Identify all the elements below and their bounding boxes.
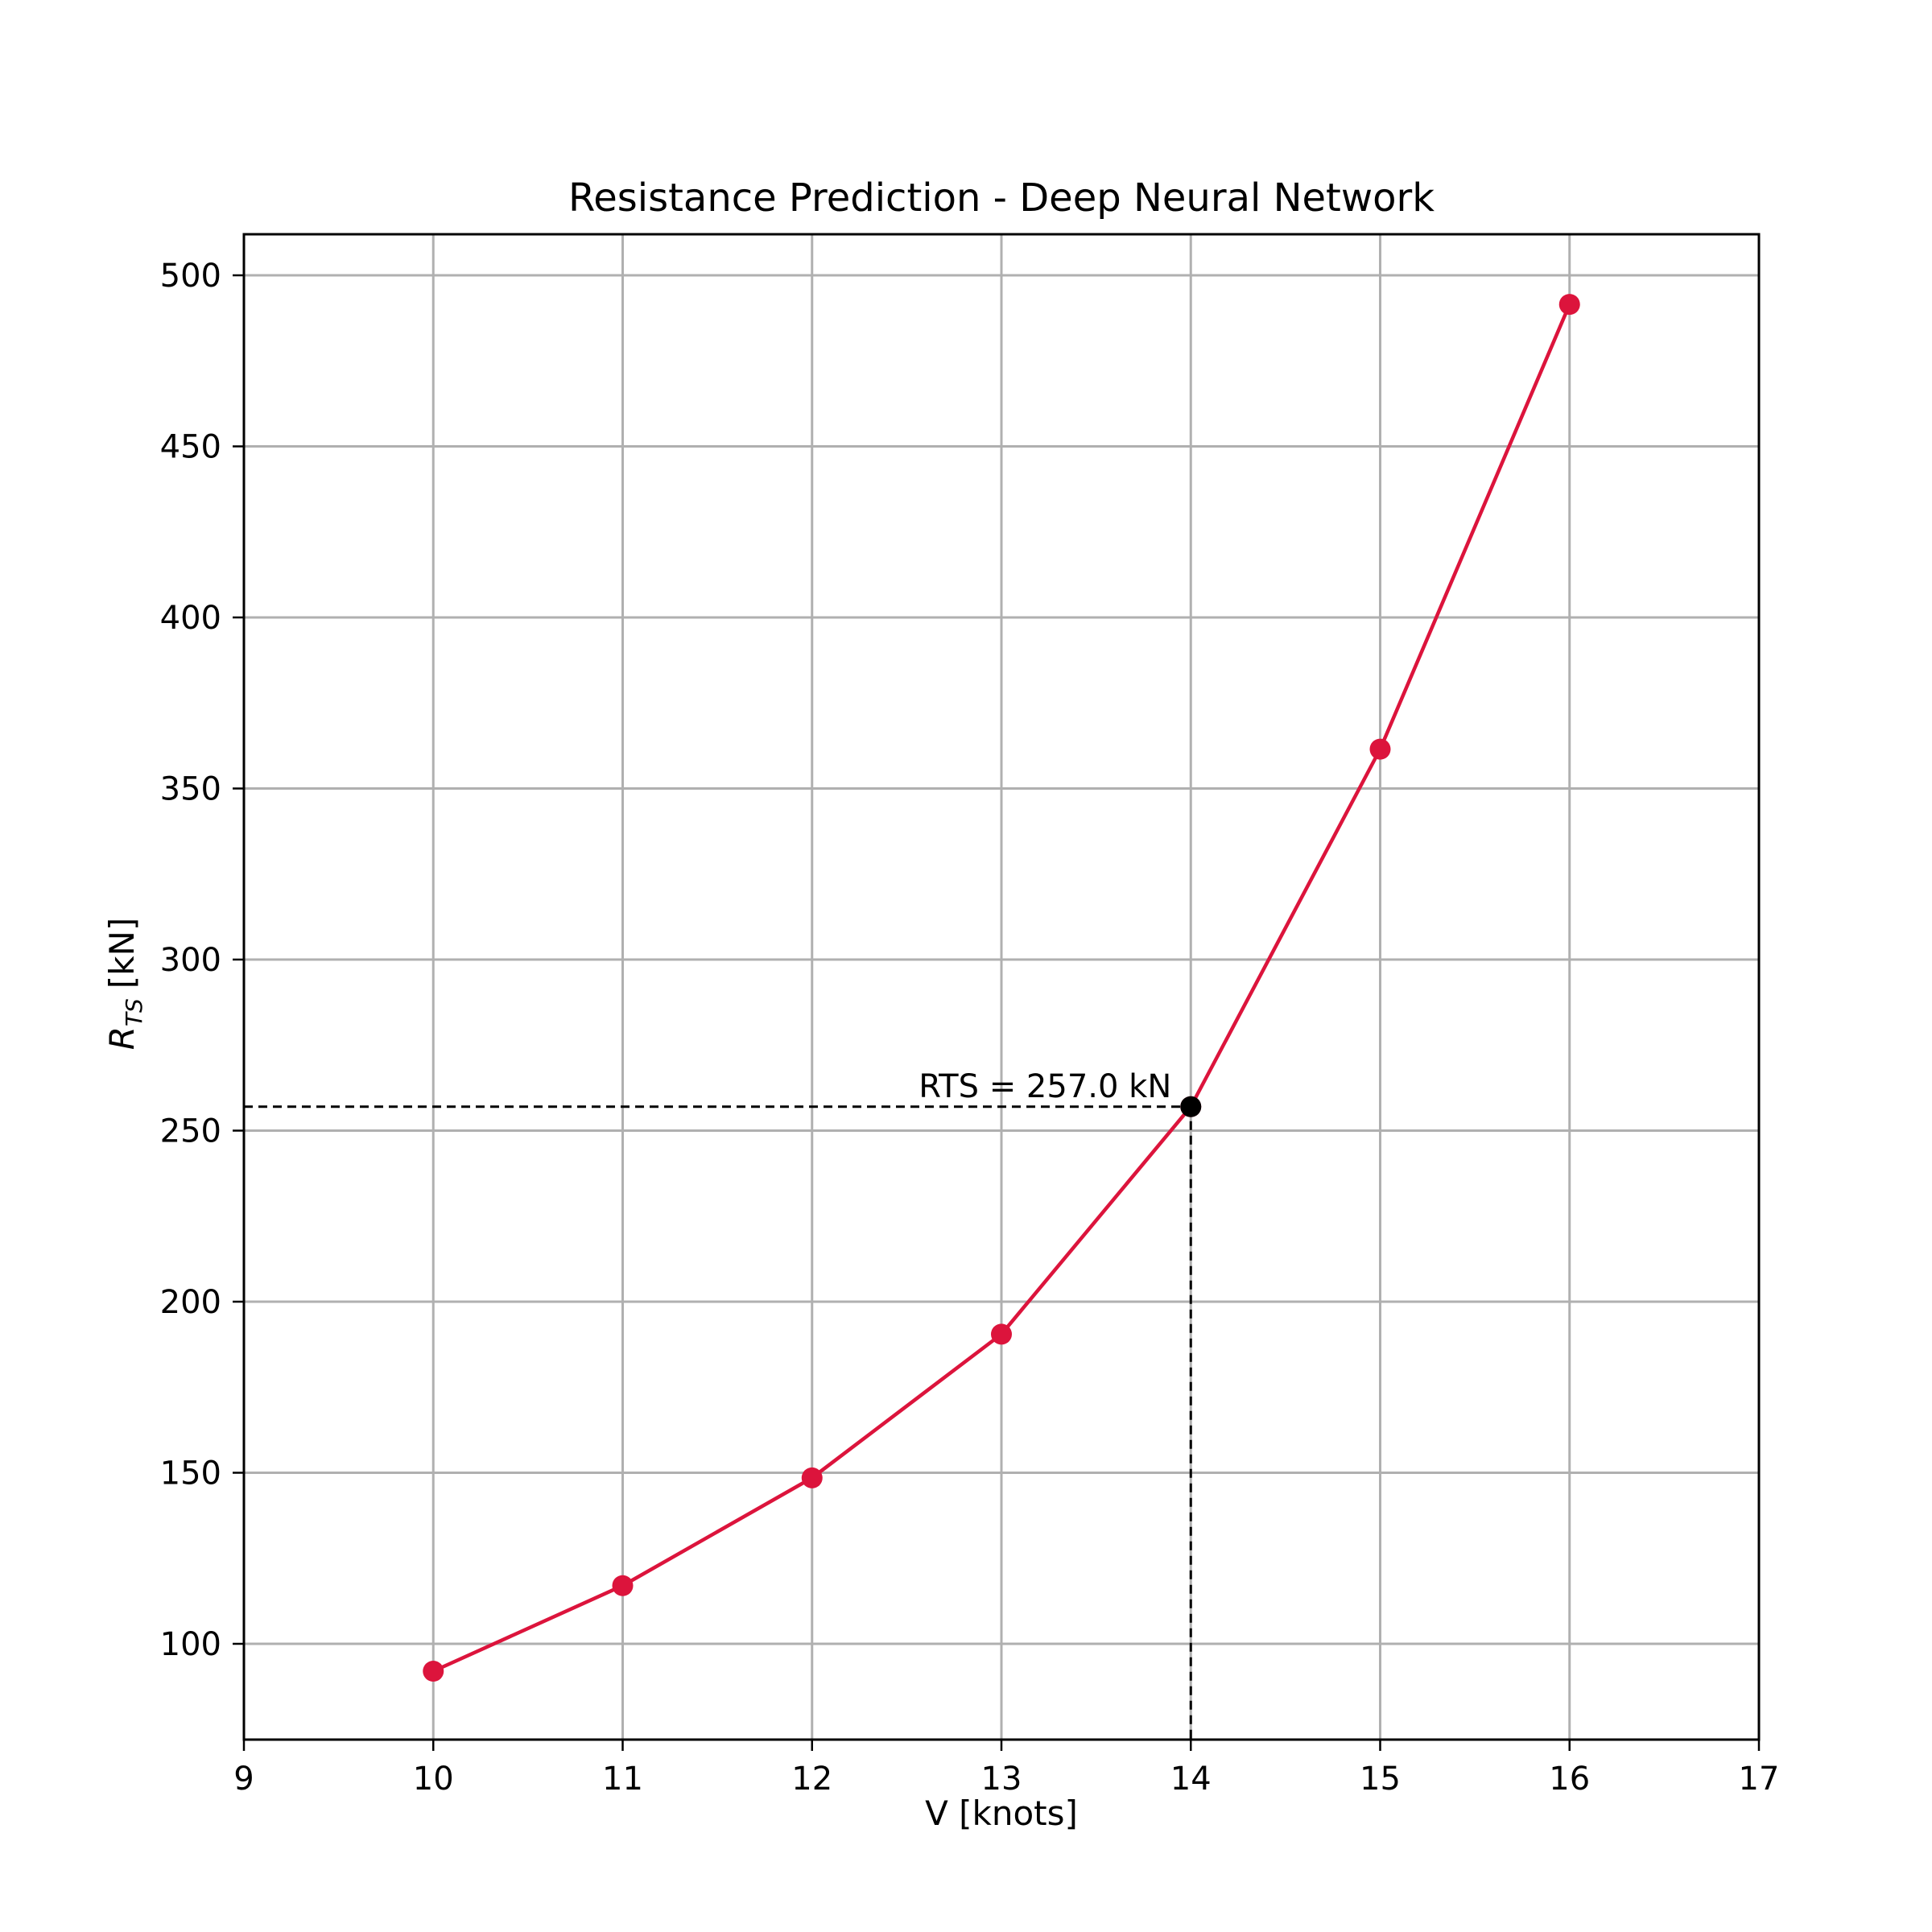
y-tick-label: 300 <box>160 942 221 979</box>
y-tick-label: 450 <box>160 429 221 466</box>
y-axis-label-subscript: TS <box>121 998 147 1026</box>
x-tick-label: 14 <box>1170 1761 1212 1798</box>
x-axis-label: V [knots] <box>925 1794 1078 1833</box>
x-tick-label: 12 <box>791 1761 832 1798</box>
y-axis-label-main: R <box>102 1026 142 1050</box>
y-tick-label: 500 <box>160 258 221 295</box>
y-axis-label-unit: [kN] <box>102 918 142 989</box>
x-tick-label: 11 <box>602 1761 643 1798</box>
y-axis-label: RTS [kN] <box>102 918 147 1051</box>
data-point <box>801 1467 823 1488</box>
x-tick-label: 15 <box>1360 1761 1401 1798</box>
y-tick-label: 150 <box>160 1455 221 1492</box>
data-point <box>1558 294 1580 316</box>
x-tick-label: 16 <box>1549 1761 1590 1798</box>
axis-ticks: 9 10 11 12 13 14 15 16 17 100 150 200 250 300 350 400 45… <box>160 258 1780 1798</box>
data-point <box>612 1575 634 1596</box>
x-tick-label: 10 <box>413 1761 454 1798</box>
x-tick-label: 13 <box>981 1761 1022 1798</box>
x-tick-label: 9 <box>233 1761 254 1798</box>
y-tick-label: 200 <box>160 1284 221 1321</box>
y-tick-label: 350 <box>160 771 221 808</box>
y-tick-label: 100 <box>160 1626 221 1663</box>
highlight-annotation: RTS = 257.0 kN <box>919 1068 1171 1105</box>
chart-title: Resistance Prediction - Deep Neural Netw… <box>568 175 1435 221</box>
x-tick-label: 17 <box>1739 1761 1780 1798</box>
data-series <box>423 294 1580 1682</box>
grid <box>242 234 1761 1740</box>
y-tick-label: 400 <box>160 600 221 637</box>
guide-lines <box>244 1105 1192 1740</box>
data-point <box>1369 738 1391 760</box>
highlight: RTS = 257.0 kN <box>919 1068 1202 1117</box>
y-tick-label: 250 <box>160 1113 221 1150</box>
data-point <box>423 1661 444 1682</box>
data-point <box>991 1323 1012 1345</box>
highlight-point <box>1180 1096 1202 1117</box>
